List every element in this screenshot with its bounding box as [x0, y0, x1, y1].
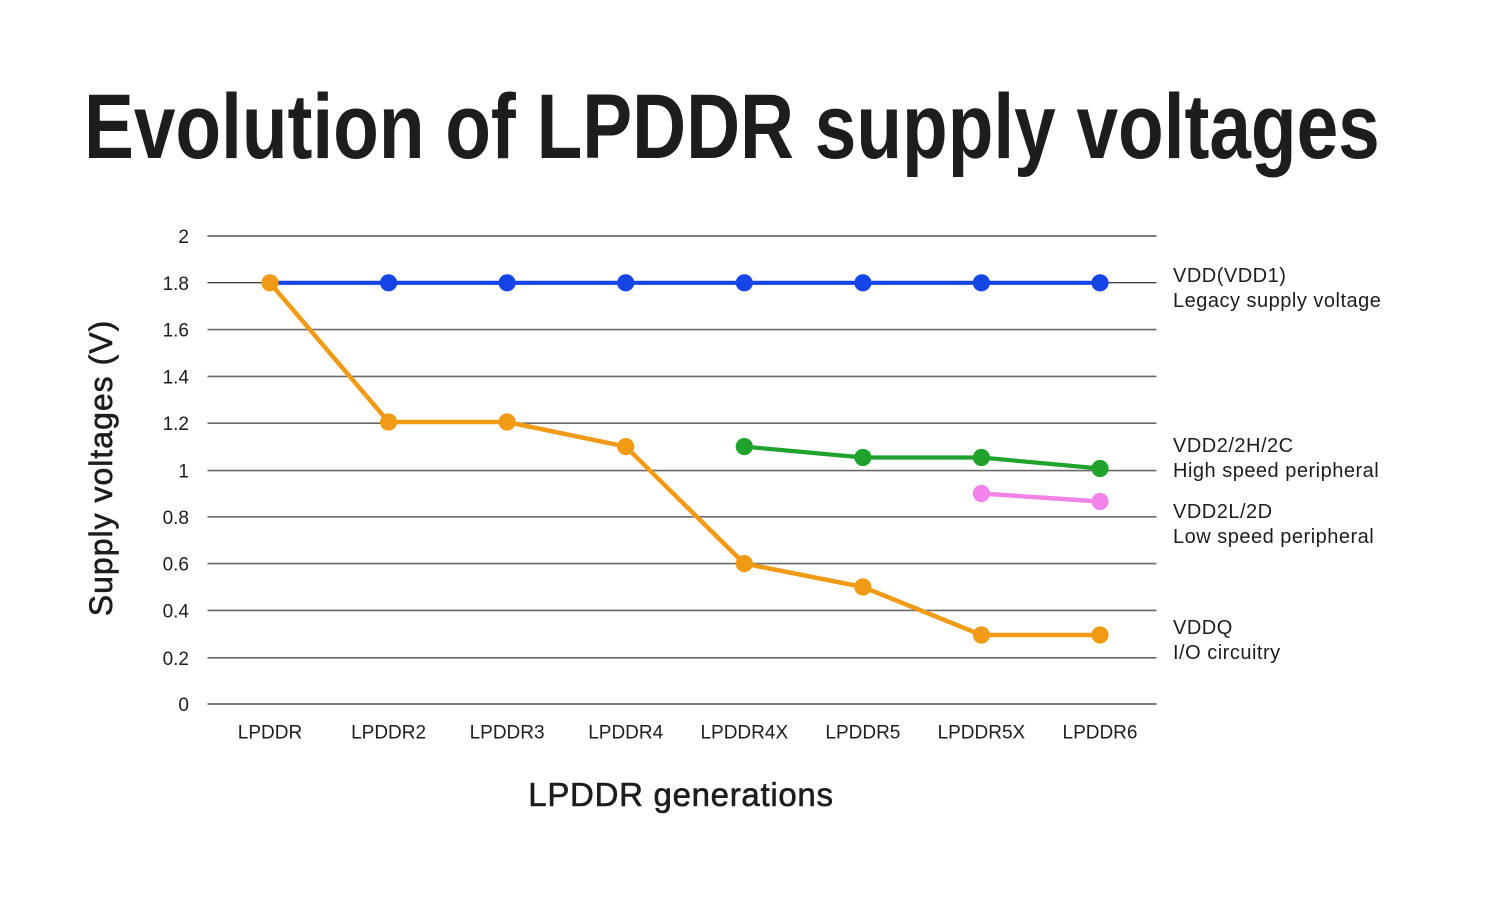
svg-text:VDD(VDD1): VDD(VDD1)	[1173, 265, 1286, 287]
svg-text:1.2: 1.2	[163, 414, 189, 435]
svg-text:LPDDR5X: LPDDR5X	[938, 723, 1026, 744]
svg-text:1.4: 1.4	[163, 367, 190, 388]
svg-text:VDD2/2H/2C: VDD2/2H/2C	[1173, 435, 1294, 457]
svg-text:0: 0	[178, 695, 189, 716]
svg-text:0.8: 0.8	[163, 508, 189, 529]
svg-text:LPDDR4X: LPDDR4X	[700, 723, 788, 744]
svg-text:0.6: 0.6	[163, 555, 189, 576]
svg-text:1: 1	[178, 462, 189, 483]
svg-text:Supply voltages (V): Supply voltages (V)	[83, 320, 119, 616]
svg-text:LPDDR6: LPDDR6	[1063, 723, 1138, 744]
svg-text:VDD2L/2D: VDD2L/2D	[1173, 501, 1273, 523]
svg-text:LPDDR4: LPDDR4	[588, 723, 663, 744]
svg-text:LPDDR generations: LPDDR generations	[528, 776, 833, 813]
svg-text:Legacy supply voltage: Legacy supply voltage	[1173, 290, 1381, 312]
svg-text:High speed peripheral: High speed peripheral	[1173, 460, 1379, 482]
svg-text:VDDQ: VDDQ	[1173, 617, 1233, 639]
svg-text:LPDDR3: LPDDR3	[470, 723, 545, 744]
svg-text:1.6: 1.6	[163, 321, 189, 342]
svg-text:Evolution of LPDDR supply volt: Evolution of LPDDR supply voltages	[84, 75, 1380, 178]
svg-text:I/O circuitry: I/O circuitry	[1173, 642, 1281, 664]
svg-text:0.2: 0.2	[163, 649, 189, 670]
svg-text:LPDDR2: LPDDR2	[351, 723, 426, 744]
svg-text:0.4: 0.4	[163, 601, 190, 622]
svg-text:LPDDR5: LPDDR5	[825, 723, 900, 744]
svg-text:2: 2	[178, 227, 189, 248]
svg-text:Low speed peripheral: Low speed peripheral	[1173, 526, 1374, 548]
svg-text:LPDDR: LPDDR	[238, 723, 302, 744]
svg-text:1.8: 1.8	[163, 274, 189, 295]
